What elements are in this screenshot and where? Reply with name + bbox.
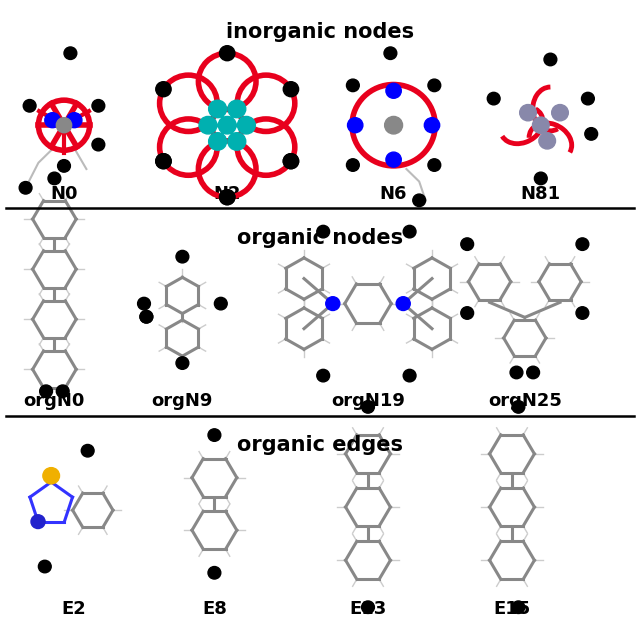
Circle shape: [576, 307, 589, 319]
Circle shape: [284, 154, 299, 169]
Circle shape: [317, 225, 330, 238]
Circle shape: [552, 105, 568, 121]
Circle shape: [48, 172, 61, 185]
Text: organic nodes: organic nodes: [237, 228, 403, 249]
Circle shape: [532, 117, 549, 133]
Circle shape: [140, 310, 153, 323]
Text: N6: N6: [380, 185, 407, 203]
Circle shape: [23, 100, 36, 112]
Circle shape: [317, 369, 330, 382]
Text: N2: N2: [214, 185, 241, 203]
Circle shape: [346, 159, 359, 172]
Circle shape: [384, 47, 397, 59]
Circle shape: [40, 385, 52, 398]
Circle shape: [228, 100, 246, 118]
Circle shape: [362, 401, 374, 413]
Circle shape: [413, 194, 426, 207]
Circle shape: [424, 118, 440, 133]
Circle shape: [487, 93, 500, 105]
Text: N81: N81: [521, 185, 561, 203]
Circle shape: [362, 601, 374, 613]
Circle shape: [56, 118, 72, 133]
Text: orgN19: orgN19: [331, 392, 405, 410]
Circle shape: [58, 160, 70, 172]
Text: orgN9: orgN9: [152, 392, 213, 410]
Text: orgN0: orgN0: [24, 392, 85, 410]
Circle shape: [19, 182, 32, 194]
Circle shape: [92, 138, 105, 151]
Circle shape: [510, 366, 523, 379]
Circle shape: [220, 190, 235, 205]
Circle shape: [156, 154, 171, 169]
Circle shape: [138, 297, 150, 310]
Circle shape: [461, 238, 474, 250]
Circle shape: [346, 79, 359, 91]
Circle shape: [208, 567, 221, 579]
Circle shape: [214, 297, 227, 310]
Circle shape: [176, 250, 189, 263]
Text: E8: E8: [202, 600, 227, 618]
Circle shape: [585, 128, 598, 140]
Circle shape: [140, 310, 153, 323]
Circle shape: [209, 133, 227, 150]
Circle shape: [396, 297, 410, 310]
Circle shape: [43, 468, 60, 484]
Circle shape: [199, 116, 217, 134]
Circle shape: [576, 238, 589, 250]
Circle shape: [220, 46, 235, 61]
Circle shape: [386, 83, 401, 98]
Text: E2: E2: [61, 600, 86, 618]
Text: orgN25: orgN25: [488, 392, 562, 410]
Circle shape: [534, 172, 547, 185]
Circle shape: [428, 159, 441, 172]
Circle shape: [67, 113, 82, 128]
Circle shape: [92, 100, 105, 112]
Circle shape: [38, 560, 51, 573]
Circle shape: [544, 53, 557, 66]
Circle shape: [403, 369, 416, 382]
Circle shape: [326, 297, 340, 310]
Text: E15: E15: [493, 600, 531, 618]
Circle shape: [512, 401, 525, 413]
Circle shape: [156, 154, 171, 169]
Circle shape: [237, 116, 255, 134]
Circle shape: [348, 118, 363, 133]
Circle shape: [209, 100, 227, 118]
Circle shape: [64, 47, 77, 59]
Circle shape: [176, 357, 189, 369]
Circle shape: [539, 133, 556, 149]
Circle shape: [284, 82, 299, 96]
Circle shape: [56, 385, 69, 398]
Circle shape: [582, 93, 595, 105]
Circle shape: [220, 190, 235, 205]
Text: N0: N0: [51, 185, 77, 203]
Circle shape: [208, 429, 221, 441]
Circle shape: [45, 113, 60, 128]
Circle shape: [218, 116, 236, 134]
Circle shape: [512, 601, 525, 613]
Circle shape: [31, 515, 45, 528]
Circle shape: [284, 154, 299, 169]
Text: organic edges: organic edges: [237, 435, 403, 455]
Circle shape: [385, 116, 403, 134]
Text: E13: E13: [349, 600, 387, 618]
Circle shape: [428, 79, 441, 91]
Circle shape: [81, 444, 94, 457]
Circle shape: [156, 82, 171, 96]
Circle shape: [228, 133, 246, 150]
Text: inorganic nodes: inorganic nodes: [226, 22, 414, 42]
Circle shape: [520, 105, 536, 121]
Circle shape: [403, 225, 416, 238]
Circle shape: [386, 152, 401, 167]
Circle shape: [527, 366, 540, 379]
Circle shape: [461, 307, 474, 319]
